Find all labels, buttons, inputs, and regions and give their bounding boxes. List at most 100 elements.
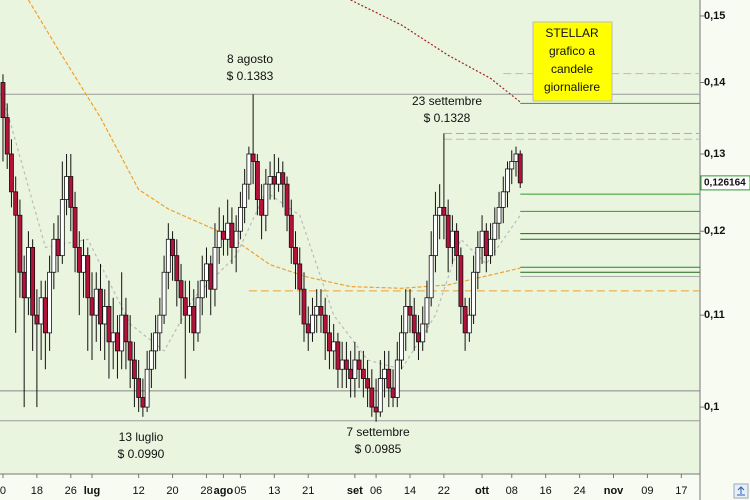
candle-body bbox=[136, 378, 142, 398]
x-tick-label: ott bbox=[475, 485, 489, 497]
candle bbox=[500, 176, 506, 224]
candle-body bbox=[360, 368, 366, 379]
candle-body bbox=[407, 306, 413, 316]
candle-body bbox=[276, 172, 281, 185]
candle bbox=[9, 139, 14, 208]
candle-body bbox=[0, 82, 6, 118]
candle-body bbox=[475, 247, 481, 273]
annotation-price: $ 0.1328 bbox=[424, 111, 471, 125]
candle-body bbox=[199, 280, 205, 299]
y-tick-label: 0,15 bbox=[704, 10, 725, 22]
candle bbox=[433, 191, 438, 273]
candle bbox=[68, 153, 74, 232]
x-axis-area bbox=[0, 474, 700, 500]
candle bbox=[293, 231, 298, 290]
moving-average bbox=[27, 0, 521, 289]
candle bbox=[212, 223, 218, 307]
candle bbox=[322, 297, 328, 361]
candle-body bbox=[89, 297, 95, 316]
candle-body bbox=[148, 350, 154, 370]
candle bbox=[263, 168, 269, 232]
candle bbox=[475, 231, 481, 290]
x-tick-label: 20 bbox=[166, 485, 178, 497]
x-tick-label: 0 bbox=[0, 485, 6, 497]
candle bbox=[420, 306, 426, 351]
title-box-text: giornaliere bbox=[544, 80, 600, 94]
candle-body bbox=[51, 238, 57, 273]
candle-body bbox=[433, 214, 438, 257]
candle bbox=[237, 191, 243, 240]
candle-body bbox=[17, 214, 23, 273]
candle bbox=[369, 369, 375, 417]
last-price-label: 0,126164 bbox=[704, 178, 746, 189]
candle-body bbox=[458, 255, 464, 307]
candle bbox=[517, 150, 523, 188]
candle bbox=[458, 247, 464, 324]
candle bbox=[492, 207, 498, 256]
candle-body bbox=[492, 222, 498, 240]
candle-body bbox=[254, 161, 260, 200]
x-tick-label: 12 bbox=[133, 485, 145, 497]
candle-body bbox=[165, 238, 171, 273]
candle-body bbox=[161, 271, 167, 316]
x-tick-label: 22 bbox=[438, 485, 450, 497]
candle bbox=[424, 280, 430, 333]
last-price-box bbox=[700, 175, 750, 191]
candle-body bbox=[327, 332, 332, 352]
candle bbox=[471, 255, 476, 324]
candle-body bbox=[394, 359, 400, 398]
candle-body bbox=[352, 359, 358, 379]
candle-body bbox=[305, 323, 311, 334]
candle bbox=[178, 263, 184, 324]
title-box-text: grafico a bbox=[549, 44, 595, 58]
candle bbox=[30, 239, 36, 351]
candle bbox=[161, 255, 167, 324]
candle-body bbox=[390, 387, 396, 398]
x-tick-label: lug bbox=[84, 485, 101, 497]
candle bbox=[280, 161, 286, 208]
candle-body bbox=[437, 206, 443, 216]
candle bbox=[466, 297, 472, 342]
candle bbox=[356, 350, 362, 388]
candle-body bbox=[259, 199, 264, 216]
candle-body bbox=[42, 297, 48, 334]
annotation-date: 8 agosto bbox=[227, 52, 273, 66]
candle-body bbox=[411, 314, 417, 334]
x-tick-label: 09 bbox=[641, 485, 653, 497]
candle bbox=[505, 161, 510, 208]
candle bbox=[59, 161, 65, 264]
candle-body bbox=[127, 341, 133, 361]
candle-body bbox=[26, 247, 31, 299]
annotation-price: $ 0.1383 bbox=[227, 69, 274, 83]
candle bbox=[284, 176, 290, 232]
candle-body bbox=[106, 306, 112, 343]
candle-body bbox=[416, 332, 421, 343]
candle bbox=[132, 341, 137, 408]
candle-body bbox=[288, 214, 294, 248]
candle bbox=[428, 231, 434, 307]
candle bbox=[106, 280, 112, 379]
candle-body bbox=[85, 255, 91, 299]
candle-body bbox=[21, 271, 27, 299]
x-tick-label: 06 bbox=[370, 485, 382, 497]
candle-body bbox=[382, 368, 387, 379]
candle bbox=[242, 168, 248, 224]
candle-body bbox=[310, 314, 315, 334]
candle-body bbox=[81, 255, 86, 273]
candle-body bbox=[293, 247, 298, 265]
candle-body bbox=[123, 314, 129, 343]
candle bbox=[454, 223, 460, 281]
candle-body bbox=[449, 230, 455, 248]
candle bbox=[301, 272, 307, 342]
candle-body bbox=[208, 263, 214, 290]
candle-body bbox=[513, 153, 519, 162]
candle-body bbox=[505, 168, 510, 193]
x-tick-label: 05 bbox=[234, 485, 246, 497]
candle-body bbox=[187, 306, 192, 316]
candle-body bbox=[479, 230, 485, 248]
candle-body bbox=[55, 238, 61, 257]
candle bbox=[488, 223, 493, 264]
candle-body bbox=[280, 172, 286, 185]
candle-body bbox=[182, 297, 188, 316]
candle-body bbox=[30, 247, 36, 316]
